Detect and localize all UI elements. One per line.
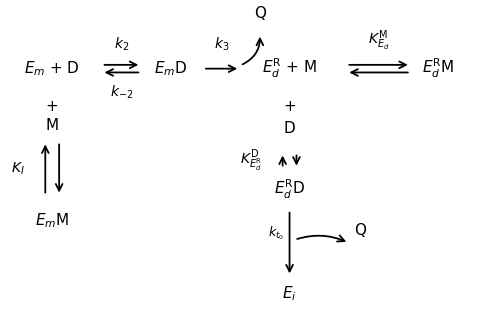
Text: $K_{E_d}^{\rm M}$: $K_{E_d}^{\rm M}$ bbox=[368, 29, 390, 53]
Text: $E_m$M: $E_m$M bbox=[35, 212, 70, 230]
Text: $E_i$: $E_i$ bbox=[282, 284, 297, 303]
Text: +: + bbox=[283, 99, 296, 114]
Text: $E_d^{\rm R}$M: $E_d^{\rm R}$M bbox=[422, 57, 454, 80]
Text: +: + bbox=[46, 99, 58, 114]
Text: $E_m$D: $E_m$D bbox=[154, 59, 188, 78]
Text: $E_d^{\rm R}$D: $E_d^{\rm R}$D bbox=[274, 177, 306, 201]
Text: M: M bbox=[46, 118, 59, 133]
Text: $E_d^{\rm R}$ + M: $E_d^{\rm R}$ + M bbox=[262, 57, 317, 80]
Text: $k_2$: $k_2$ bbox=[114, 36, 129, 53]
Text: D: D bbox=[284, 121, 296, 136]
Text: $E_m$ + D: $E_m$ + D bbox=[24, 59, 80, 78]
Text: $k_3$: $k_3$ bbox=[214, 36, 230, 53]
Text: $K_I$: $K_I$ bbox=[12, 160, 25, 177]
Text: $k_{t_0}$: $k_{t_0}$ bbox=[268, 225, 284, 242]
Text: Q: Q bbox=[354, 223, 366, 238]
Text: Q: Q bbox=[254, 6, 266, 21]
Text: $k_{-2}$: $k_{-2}$ bbox=[110, 84, 133, 101]
Text: $K_{E_d^{\rm R}}^{\rm D}$: $K_{E_d^{\rm R}}^{\rm D}$ bbox=[240, 148, 262, 174]
